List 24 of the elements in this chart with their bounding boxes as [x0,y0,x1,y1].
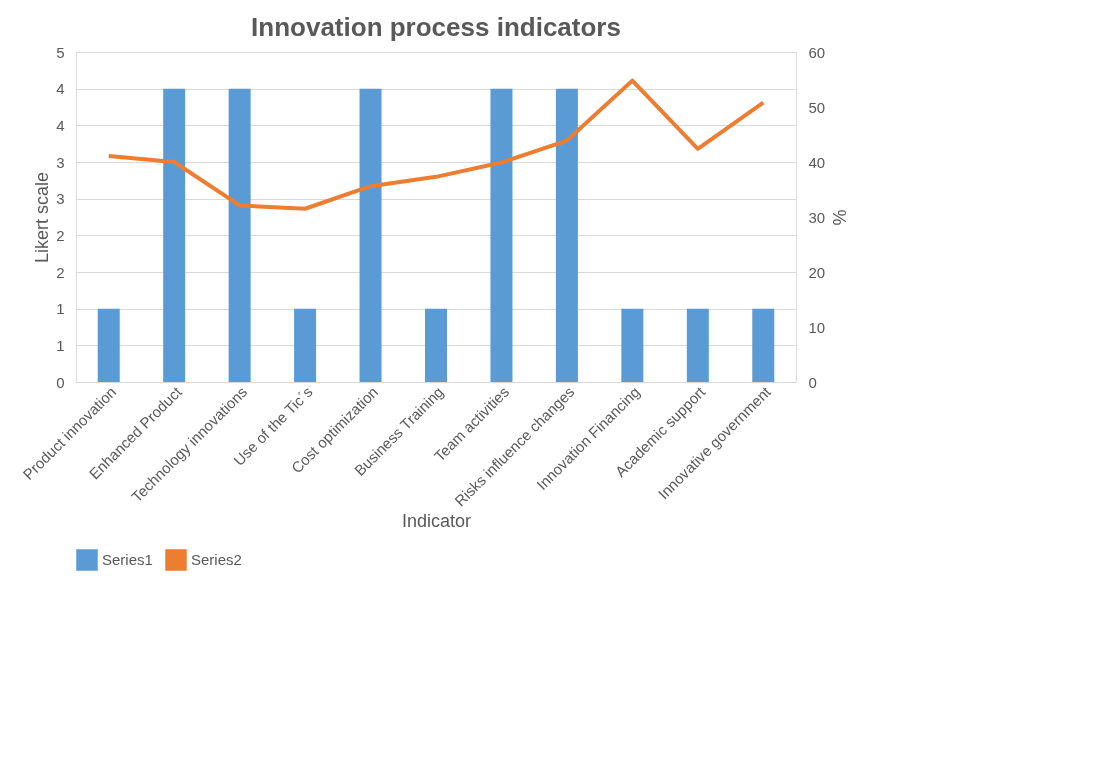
y-tick-label: 4 [56,80,65,98]
y2-tick-label: 0 [808,373,817,391]
legend-label: Series1 [102,551,153,568]
y2-tick-label: 50 [808,98,826,116]
y2-axis-title: % [829,209,850,226]
chart-title: Innovation process indicators [251,12,621,42]
x-axis-title: Indicator [401,511,472,532]
y-tick-label: 1 [56,336,65,354]
y2-tick-label: 20 [808,263,826,281]
legend-label: Series2 [191,551,242,568]
y2-tick-label: 30 [808,208,826,226]
y-tick-label: 2 [56,263,65,281]
y2-tick-label: 60 [808,43,826,61]
y-tick-label: 5 [56,43,65,61]
y-tick-label: 1 [56,300,65,318]
y-tick-label: 3 [56,190,65,208]
y2-tick-label: 10 [808,318,826,336]
y-tick-label: 0 [56,373,65,391]
y-tick-label: 3 [56,153,65,171]
y-tick-label: 2 [56,226,65,244]
line-series [106,78,766,211]
y-tick-label: 4 [56,116,65,134]
y-axis-title: Likert scale [32,171,53,264]
y2-tick-label: 40 [808,153,826,171]
